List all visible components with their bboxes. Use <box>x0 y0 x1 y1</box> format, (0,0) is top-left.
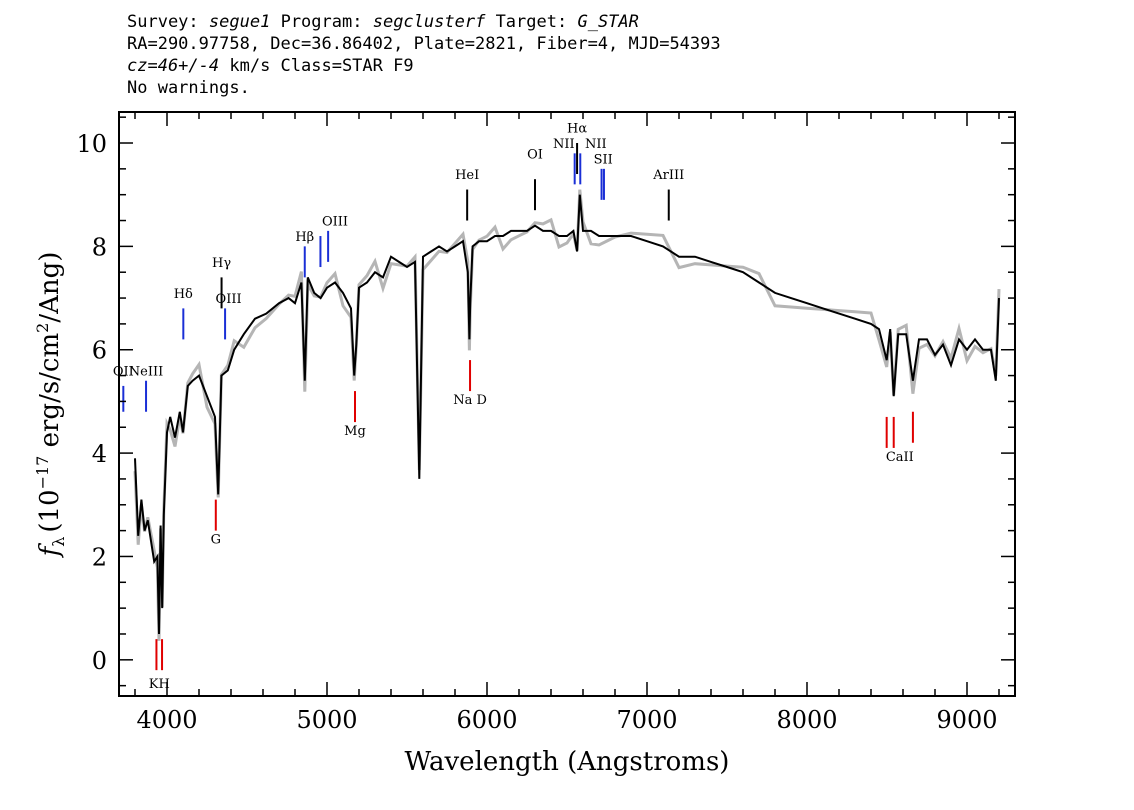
x-tick-label: 6000 <box>456 706 517 734</box>
spectral-line-label-4: OIII <box>216 292 242 307</box>
chart-marks: OIINeIIIHδHγOIIIHβOIIIHeIOINIIHαNIISIIAr… <box>113 122 1001 692</box>
flux-error-envelope-0 <box>133 189 1001 641</box>
header-line-4: No warnings. <box>127 78 250 98</box>
spectral-line-label-2: Hδ <box>174 287 193 302</box>
spectral-line-label-11: NII <box>585 137 607 152</box>
spectral-line-label-15: G <box>211 533 221 548</box>
survey-label: Survey: <box>127 12 199 32</box>
y-label-main: (10 <box>35 489 65 532</box>
header-line-3: cz=46+/-4 km/s Class=STAR F9 <box>127 55 721 77</box>
header-line-2: RA=290.97758, Dec=36.86402, Plate=2821, … <box>127 34 721 54</box>
y-axis-label: fλ(10−17 erg/s/cm2/Ang) <box>33 252 68 559</box>
spectral-line-label-5: Hβ <box>295 230 314 245</box>
y-label-exponent: −17 <box>33 456 52 490</box>
y-tick-label: 10 <box>76 130 107 158</box>
spectral-line-label-6: OIII <box>322 215 348 230</box>
y-tick-label: 0 <box>92 647 107 675</box>
spectral-line-label-12: SII <box>594 153 613 168</box>
spectral-line-label-18: CaII <box>886 450 914 465</box>
x-axis-label: Wavelength (Angstroms) <box>405 747 730 777</box>
survey-value: segue1 <box>208 12 271 32</box>
axis-ticks: 4000 5000 6000 7000 8000 9000 0 2 4 6 8 10 <box>76 112 1015 734</box>
program-label: Program: <box>280 12 363 32</box>
x-tick-label: 7000 <box>616 706 677 734</box>
y-label-units: erg/s/cm <box>35 333 65 456</box>
target-label: Target: <box>495 12 568 32</box>
spectral-line-label-8: OI <box>527 148 543 163</box>
x-tick-label: 9000 <box>936 706 997 734</box>
y-tick-label: 8 <box>92 233 107 261</box>
svg-text:fλ(10−17 erg/s/cm2/Ang): fλ(10−17 erg/s/cm2/Ang) <box>33 252 68 559</box>
spectral-line-label-14: KH <box>149 677 170 692</box>
x-tick-label: 5000 <box>296 706 357 734</box>
plot-frame <box>118 111 1016 697</box>
target-value: G_STAR <box>577 12 639 32</box>
spectral-line-label-3: Hγ <box>212 256 231 271</box>
program-value: segclusterf <box>372 12 486 32</box>
spectral-line-label-16: Mg <box>344 424 366 439</box>
spectral-line-label-9: NII <box>553 137 575 152</box>
x-tick-label: 4000 <box>136 706 197 734</box>
flux-series-line-0 <box>134 194 1000 635</box>
y-label-exponent-2: 2 <box>33 323 52 333</box>
class-text: km/s Class=STAR F9 <box>219 56 414 76</box>
y-tick-label: 6 <box>92 337 107 365</box>
spectral-line-label-7: HeI <box>455 168 479 183</box>
header-line-1: Survey: segue1 Program: segclusterf Targ… <box>127 11 721 33</box>
y-label-tail: /Ang) <box>35 252 65 323</box>
spectral-line-label-10: Hα <box>567 122 587 137</box>
spectral-line-label-13: ArIII <box>652 168 684 183</box>
y-label-lambda: λ <box>49 537 68 547</box>
spectral-line-label-17: Na D <box>453 393 487 408</box>
spectrum-header: Survey: segue1 Program: segclusterf Targ… <box>127 11 721 99</box>
y-tick-label: 4 <box>92 440 107 468</box>
x-tick-label: 8000 <box>776 706 837 734</box>
y-tick-label: 2 <box>92 543 107 571</box>
redshift-value: cz=46+/-4 <box>127 56 220 76</box>
spectral-line-label-1: NeIII <box>129 365 163 380</box>
